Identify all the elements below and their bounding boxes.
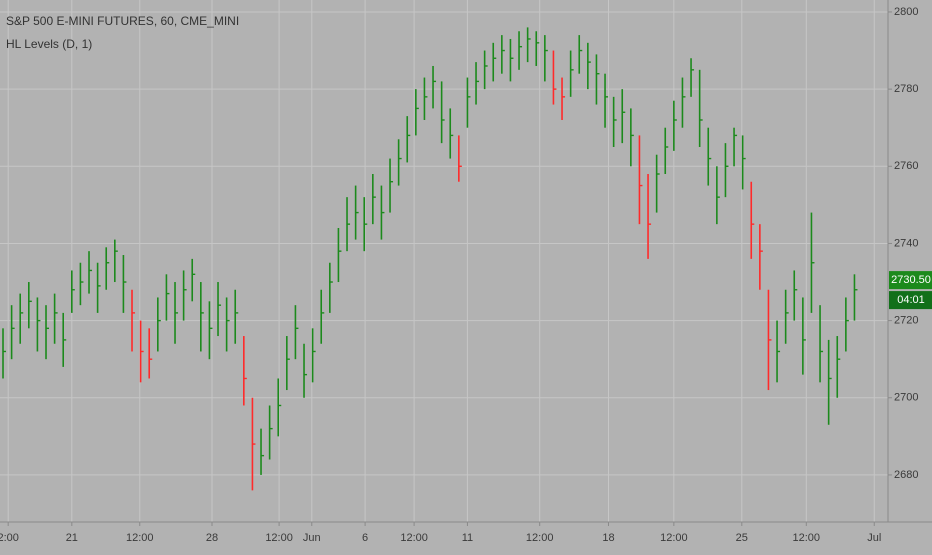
countdown-box <box>889 291 932 310</box>
y-tick-label: 2720 <box>894 315 918 327</box>
x-tick-label: 12:00 <box>793 532 821 544</box>
x-tick-label: 6 <box>362 532 368 544</box>
countdown-label: 04:01 <box>897 294 925 306</box>
y-tick-label: 2740 <box>894 237 918 249</box>
indicator-name: HL Levels (D, 1) <box>6 37 92 51</box>
x-tick-label: 12:00 <box>660 532 688 544</box>
x-tick-label: 12:00 <box>265 532 293 544</box>
x-tick-label: 2:00 <box>0 532 19 544</box>
x-tick-label: 12:00 <box>126 532 154 544</box>
x-tick-label: Jun <box>303 532 321 544</box>
x-tick-label: 25 <box>736 532 748 544</box>
chart-title: S&P 500 E-MINI FUTURES, 60, CME_MINI <box>6 14 239 28</box>
x-tick-label: 21 <box>66 532 78 544</box>
y-tick-label: 2760 <box>894 160 918 172</box>
last-price-label: 2730.50 <box>891 274 931 286</box>
y-tick-label: 2700 <box>894 392 918 404</box>
x-tick-label: 11 <box>462 532 473 544</box>
x-tick-label: 18 <box>602 532 614 544</box>
x-tick-label: 12:00 <box>400 532 428 544</box>
y-tick-label: 2800 <box>894 6 918 18</box>
x-tick-label: Jul <box>867 532 881 544</box>
grid <box>0 0 888 522</box>
x-tick-label: 12:00 <box>526 532 554 544</box>
last-price-box <box>889 271 932 290</box>
y-tick-label: 2680 <box>894 469 918 481</box>
bars <box>2 27 858 491</box>
x-tick-label: 28 <box>206 532 218 544</box>
labels: 2680 2700 2720 2740 2760 2780 2800 2:00 21 12:00 2… <box>0 6 932 544</box>
y-tick-label: 2780 <box>894 83 918 95</box>
